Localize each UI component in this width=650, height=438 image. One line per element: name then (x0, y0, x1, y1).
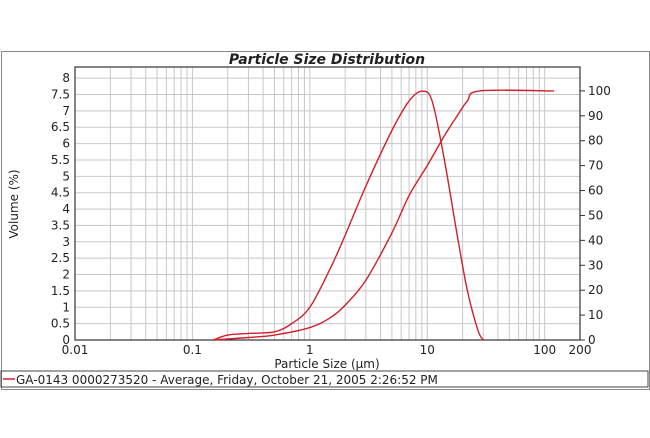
y2-tick-label: 100 (588, 84, 611, 98)
y2-tick-label: 20 (588, 283, 603, 297)
y-tick-label: 4 (62, 202, 70, 216)
legend-label: GA-0143 0000273520 - Average, Friday, Oc… (16, 373, 438, 387)
y2-tick-label: 70 (588, 159, 603, 173)
y-tick-label: 5 (62, 169, 70, 183)
x-tick-label: 100 (533, 343, 556, 357)
y2-tick-label: 50 (588, 208, 603, 222)
y-tick-label: 8 (62, 71, 70, 85)
y-tick-label: 3.5 (51, 218, 70, 232)
frequency-line (212, 90, 484, 341)
y2-tick-label: 30 (588, 258, 603, 272)
y2-tick-label: 40 (588, 233, 603, 247)
plot-area (74, 66, 581, 341)
x-tick-label: 0.1 (183, 343, 202, 357)
y-tick-label: 7.5 (51, 87, 70, 101)
x-tick-label: 1 (306, 343, 314, 357)
y-tick-label: 0 (62, 333, 70, 347)
y2-tick-label: 0 (588, 333, 596, 347)
y-tick-label: 5.5 (51, 153, 70, 167)
y-tick-label: 2.5 (51, 251, 70, 265)
y2-tick-label: 60 (588, 184, 603, 198)
cumulative-line (213, 89, 554, 341)
y2-tick-label: 90 (588, 109, 603, 123)
y2-tick-label: 10 (588, 308, 603, 322)
legend-box (0, 370, 649, 388)
y-tick-label: 4.5 (51, 186, 70, 200)
y-tick-label: 6 (62, 137, 70, 151)
x-tick-label: 0.01 (62, 343, 89, 357)
y-tick-label: 2 (62, 268, 70, 282)
x-axis-label: Particle Size (µm) (274, 357, 379, 371)
y-axis-label: Volume (%) (7, 169, 21, 238)
y-tick-label: 1.5 (51, 284, 70, 298)
y2-tick-label: 80 (588, 134, 603, 148)
chart-title: Particle Size Distribution (229, 52, 425, 68)
y-tick-label: 1 (62, 300, 70, 314)
x-tick-label: 200 (569, 343, 592, 357)
y-tick-label: 6.5 (51, 120, 70, 134)
x-tick-label: 10 (420, 343, 435, 357)
y-tick-label: 3 (62, 235, 70, 249)
y-tick-label: 0.5 (51, 317, 70, 331)
y-tick-label: 7 (62, 104, 70, 118)
